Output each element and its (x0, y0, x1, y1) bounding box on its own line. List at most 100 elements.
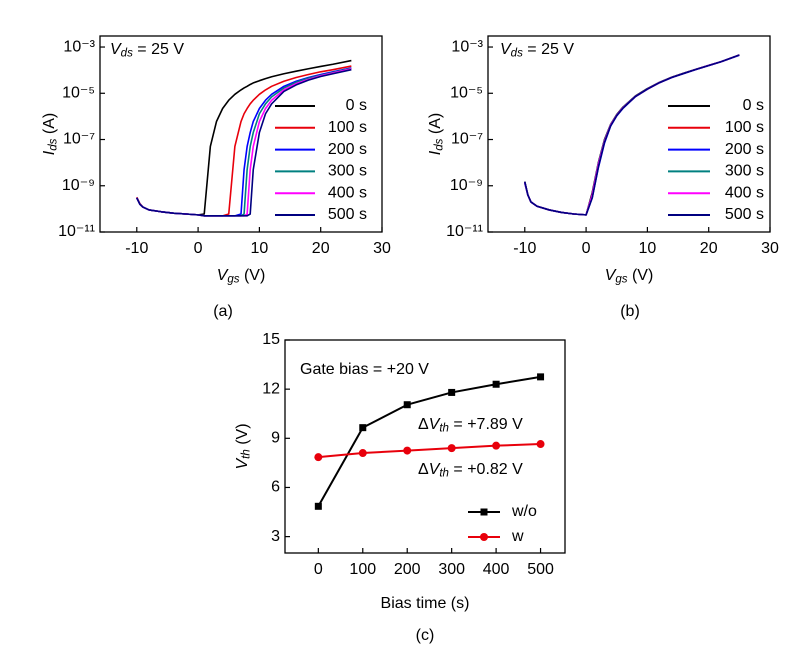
text-part: (A) (427, 113, 444, 139)
legend-label: 300 s (725, 163, 764, 180)
y-tick-label: 10⁻⁷ (63, 131, 95, 148)
x-axis-label: Vgs (V) (217, 267, 266, 285)
marker (492, 441, 501, 450)
x-axis-label: Vgs (V) (605, 267, 654, 285)
legend-label: 0 s (743, 97, 764, 114)
text-part: ds (511, 48, 523, 60)
text-part: th (241, 449, 253, 459)
series-line (136, 59, 352, 216)
legend-label: 200 s (328, 141, 367, 158)
annotation: ΔVth = +0.82 V (418, 461, 523, 479)
x-tick-label: 30 (373, 240, 391, 257)
marker (492, 380, 500, 388)
legend-label: 0 s (346, 97, 367, 114)
legend-label: 400 s (725, 184, 764, 201)
y-tick-label: 10⁻⁵ (62, 84, 95, 101)
text-part: = +0.82 V (449, 461, 523, 478)
y-tick-label: 10⁻⁹ (450, 177, 483, 194)
x-tick-label: 0 (314, 561, 323, 578)
legend-label: 500 s (725, 206, 764, 223)
plot-frame (284, 339, 566, 554)
text-part: (V) (628, 267, 654, 284)
x-tick-label: -10 (513, 240, 536, 257)
text-part: = 25 V (133, 41, 184, 58)
text-part: = +7.89 V (449, 416, 523, 433)
legend-label: 100 s (328, 119, 367, 136)
legend-label: 200 s (725, 141, 764, 158)
series-line (136, 67, 352, 217)
legend-marker (480, 508, 488, 516)
series-line (524, 54, 740, 216)
series-line (136, 68, 352, 217)
marker (536, 440, 545, 449)
marker (358, 449, 367, 458)
y-tick-label: 3 (271, 528, 280, 545)
x-tick-label: 10 (638, 240, 656, 257)
series-line (524, 54, 740, 216)
marker (403, 446, 412, 455)
marker (314, 453, 323, 462)
x-tick-label: 500 (527, 561, 554, 578)
x-tick-label: 100 (349, 561, 376, 578)
x-tick-label: 20 (312, 240, 330, 257)
caption: (c) (416, 627, 435, 644)
legend-label: w/o (511, 503, 537, 520)
y-axis-label: Ids (A) (41, 113, 59, 155)
text-part: Δ (418, 461, 429, 478)
series-line (524, 54, 740, 216)
text-part: (V) (234, 423, 251, 449)
plot-frame (99, 35, 383, 233)
x-tick-label: 10 (250, 240, 268, 257)
y-tick-label: 10⁻⁵ (450, 84, 483, 101)
y-axis-label: Ids (A) (427, 113, 445, 155)
caption: (b) (620, 303, 640, 320)
x-tick-label: 0 (582, 240, 591, 257)
legend-label: 100 s (725, 119, 764, 136)
text-part: gs (615, 274, 627, 286)
y-tick-label: 10⁻⁹ (62, 177, 95, 194)
text-part: V (429, 416, 441, 433)
y-tick-label: 9 (271, 430, 280, 447)
text-part: V (605, 267, 617, 284)
text-part: Δ (418, 416, 429, 433)
text-part: V (217, 267, 229, 284)
y-tick-label: 10⁻⁷ (451, 131, 483, 148)
y-tick-label: 10⁻³ (451, 38, 483, 55)
marker (314, 502, 322, 510)
text-part: ds (48, 138, 60, 150)
series-line (524, 54, 740, 216)
marker (448, 388, 456, 396)
marker (403, 401, 411, 409)
x-tick-label: 400 (483, 561, 510, 578)
y-tick-label: 10⁻¹¹ (58, 223, 95, 240)
series-line (136, 67, 352, 217)
text-part: = 25 V (523, 41, 574, 58)
annotation: Vds = 25 V (500, 41, 574, 59)
y-axis-label-group: Vth (V) (234, 423, 252, 469)
x-tick-label: 0 (194, 240, 203, 257)
y-axis-label-group: Ids (A) (41, 113, 59, 155)
marker (537, 373, 545, 381)
text-part: ds (434, 138, 446, 150)
text-part: V (500, 41, 512, 58)
x-tick-label: -10 (125, 240, 148, 257)
text-part: ds (121, 48, 133, 60)
y-tick-label: 12 (262, 380, 280, 397)
annotation: Gate bias = +20 V (300, 361, 429, 378)
legend-label: 500 s (328, 206, 367, 223)
x-tick-label: 300 (438, 561, 465, 578)
text-part: (A) (41, 113, 58, 139)
x-tick-label: 20 (700, 240, 718, 257)
legend-label: 400 s (328, 184, 367, 201)
series-line (136, 67, 352, 217)
annotation: Vds = 25 V (110, 41, 184, 59)
marker (447, 444, 456, 453)
y-axis-label-group: Ids (A) (427, 113, 445, 155)
series-line (318, 443, 541, 459)
text-part: gs (227, 274, 239, 286)
y-tick-label: 6 (271, 479, 280, 496)
text-part: th (439, 468, 449, 480)
caption: (a) (213, 303, 233, 320)
